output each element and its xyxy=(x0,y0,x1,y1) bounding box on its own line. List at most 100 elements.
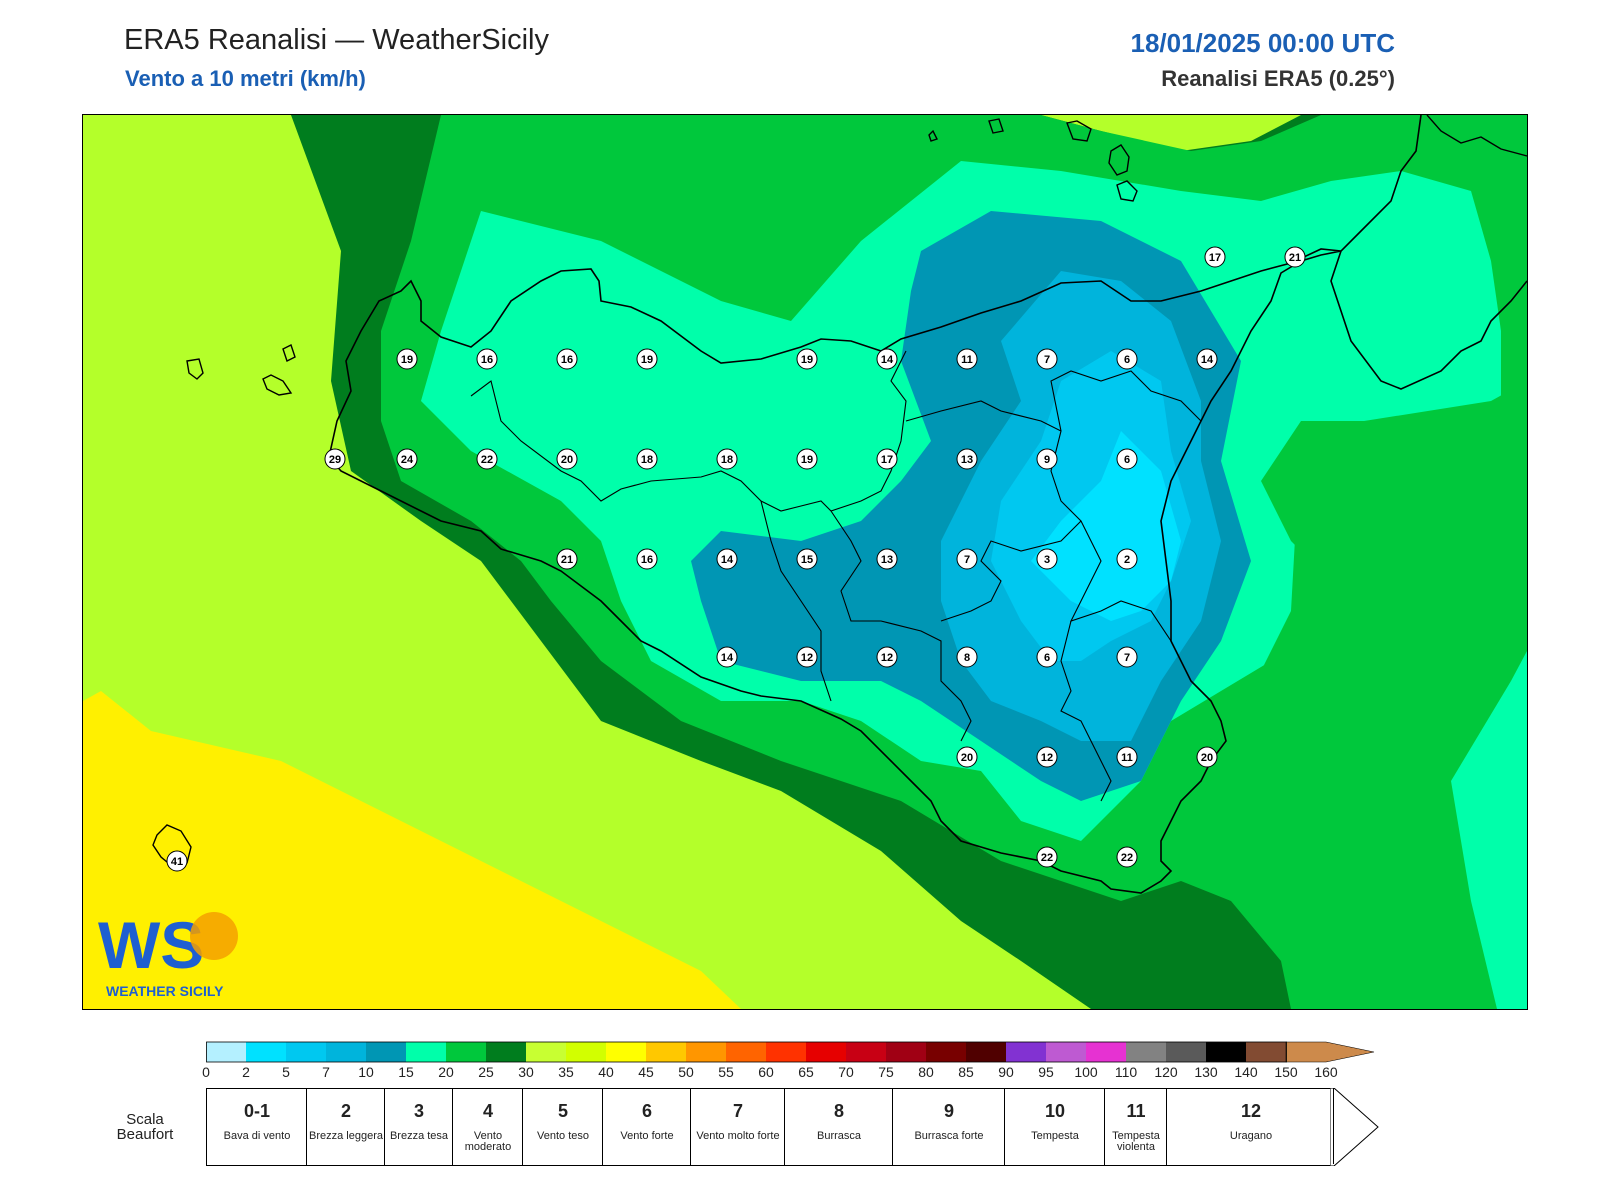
station-marker: 18 xyxy=(716,448,738,470)
station-marker: 24 xyxy=(396,448,418,470)
colorbar-tick-label: 20 xyxy=(438,1064,454,1080)
beaufort-description: Burrasca forte xyxy=(914,1130,984,1142)
colorbar-tick-label: 140 xyxy=(1234,1064,1258,1080)
wind-band-35-top xyxy=(1041,115,1301,151)
station-dot xyxy=(1036,348,1058,370)
beaufort-level: 7 Vento molto forte xyxy=(690,1088,785,1166)
colorbar-tick-label: 80 xyxy=(918,1064,934,1080)
beaufort-description: Vento moderato xyxy=(464,1130,512,1153)
station-marker: 41 xyxy=(166,850,188,872)
station-value: 22 xyxy=(1121,852,1133,864)
beaufort-level: 3 Brezza tesa xyxy=(384,1088,453,1166)
colorbar-tick-label: 65 xyxy=(798,1064,814,1080)
beaufort-number: 8 xyxy=(833,1101,844,1121)
beaufort-description: Brezza leggera xyxy=(309,1130,383,1142)
station-dot xyxy=(876,448,898,470)
station-value: 19 xyxy=(401,354,413,366)
station-value: 41 xyxy=(171,856,183,868)
station-value: 15 xyxy=(801,554,813,566)
colorbar-swatch xyxy=(806,1042,846,1062)
map-title: ERA5 Reanalisi — WeatherSicily xyxy=(124,24,549,56)
station-marker: 20 xyxy=(556,448,578,470)
station-marker: 19 xyxy=(396,348,418,370)
data-source: Reanalisi ERA5 (0.25°) xyxy=(1161,66,1395,91)
weathersicily-logo: WS WEATHER SICILY xyxy=(96,900,246,1000)
colorbar-swatch xyxy=(446,1042,486,1062)
colorbar-tick-label: 0 xyxy=(202,1064,210,1080)
station-dot xyxy=(1196,746,1218,768)
station-value: 2 xyxy=(1124,554,1130,566)
station-value: 29 xyxy=(329,454,341,466)
colorbar-swatch xyxy=(566,1042,606,1062)
station-dot xyxy=(476,448,498,470)
station-dot xyxy=(636,348,658,370)
station-dot xyxy=(1116,348,1138,370)
station-value: 13 xyxy=(881,554,893,566)
station-dot xyxy=(796,448,818,470)
station-marker: 17 xyxy=(876,448,898,470)
colorbar-tick-label: 160 xyxy=(1314,1064,1338,1080)
beaufort-number: 9 xyxy=(943,1101,954,1121)
station-marker: 11 xyxy=(956,348,978,370)
station-marker: 6 xyxy=(1116,448,1138,470)
station-value: 12 xyxy=(881,652,893,664)
station-dot xyxy=(716,448,738,470)
station-marker: 16 xyxy=(476,348,498,370)
colorbar-tick-label: 130 xyxy=(1194,1064,1218,1080)
beaufort-level: 10 Tempesta xyxy=(1004,1088,1105,1166)
colorbar-tick-label: 90 xyxy=(998,1064,1014,1080)
colorbar-swatch xyxy=(526,1042,566,1062)
beaufort-number: 10 xyxy=(1044,1101,1066,1121)
station-value: 12 xyxy=(801,652,813,664)
station-dot xyxy=(166,850,188,872)
station-dot xyxy=(1036,746,1058,768)
station-dot xyxy=(1036,448,1058,470)
station-value: 9 xyxy=(1044,454,1050,466)
wind-map[interactable]: 19 16 16 19 19 14 11 7 6 14 29 24 22 20 18 18 19 17 13 9 6 21… xyxy=(82,114,1528,1010)
station-value: 21 xyxy=(561,554,573,566)
station-dot xyxy=(716,548,738,570)
logo-text: WEATHER SICILY xyxy=(106,983,224,999)
beaufort-arrow xyxy=(1330,1088,1379,1166)
logo-monogram: WS xyxy=(98,908,204,982)
colorbar-swatch xyxy=(1006,1042,1046,1062)
beaufort-number: 0-1 xyxy=(243,1101,270,1121)
station-value: 20 xyxy=(1201,752,1213,764)
station-dot xyxy=(1284,246,1306,268)
colorbar-swatch xyxy=(366,1042,406,1062)
wind-band-40-yellow xyxy=(83,691,741,1009)
colorbar-tick-label: 75 xyxy=(878,1064,894,1080)
station-dot xyxy=(1116,846,1138,868)
beaufort-scale: 0-1 Bava di vento 2 Brezza leggera 3 Brezza t… xyxy=(206,1088,1401,1166)
colorbar-tick-label: 55 xyxy=(718,1064,734,1080)
colorbar-tick-label: 95 xyxy=(1038,1064,1054,1080)
station-marker: 15 xyxy=(796,548,818,570)
station-marker: 14 xyxy=(876,348,898,370)
colorbar-tick-label: 5 xyxy=(282,1064,290,1080)
station-value: 13 xyxy=(961,454,973,466)
station-dot xyxy=(1116,646,1138,668)
colorbar-tick-label: 15 xyxy=(398,1064,414,1080)
colorbar-tick-label: 35 xyxy=(558,1064,574,1080)
station-dot xyxy=(1036,846,1058,868)
station-value: 20 xyxy=(961,752,973,764)
station-dot xyxy=(396,448,418,470)
station-dot xyxy=(956,548,978,570)
station-dot xyxy=(1204,246,1226,268)
station-value: 16 xyxy=(561,354,573,366)
colorbar-swatch xyxy=(246,1042,286,1062)
colorbar-tick-label: 10 xyxy=(358,1064,374,1080)
colorbar-swatch xyxy=(206,1042,246,1062)
station-marker: 16 xyxy=(556,348,578,370)
station-value: 7 xyxy=(964,554,970,566)
colorbar-swatch xyxy=(406,1042,446,1062)
station-dot xyxy=(956,448,978,470)
beaufort-number: 4 xyxy=(482,1101,493,1121)
station-dot xyxy=(716,646,738,668)
station-dot xyxy=(636,548,658,570)
beaufort-description: Tempesta violenta xyxy=(1112,1130,1160,1153)
station-value: 14 xyxy=(881,354,894,366)
station-value: 24 xyxy=(401,454,414,466)
beaufort-description: Vento forte xyxy=(620,1130,674,1142)
station-marker: 22 xyxy=(476,448,498,470)
